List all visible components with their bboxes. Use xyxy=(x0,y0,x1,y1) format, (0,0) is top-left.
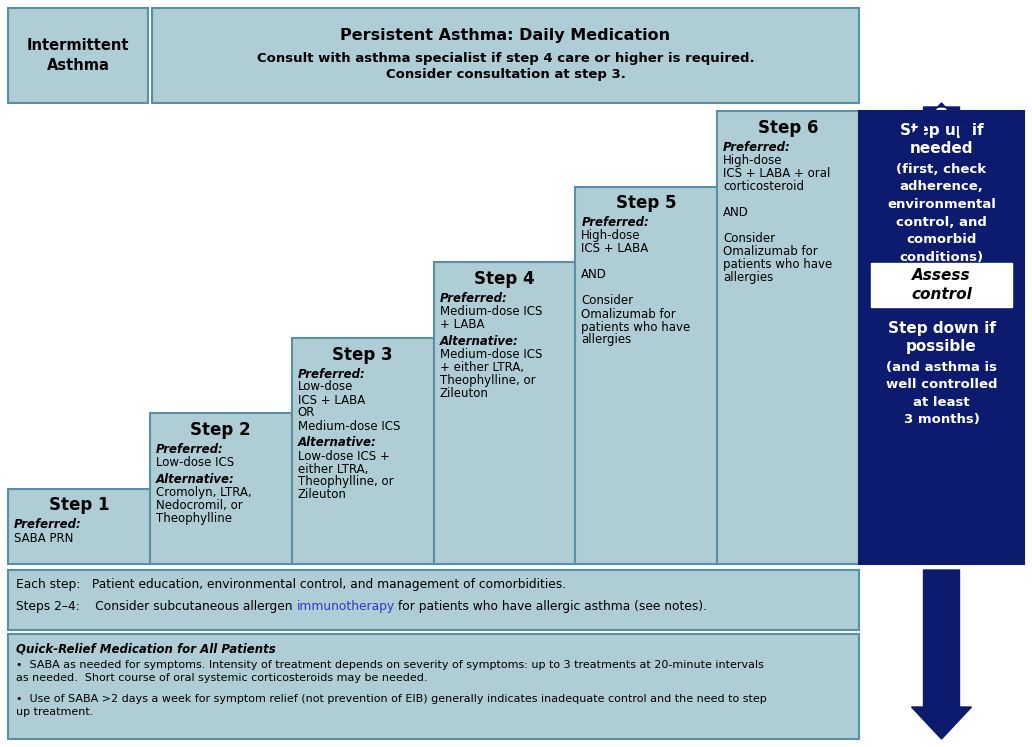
Text: + LABA: + LABA xyxy=(440,318,484,331)
Text: ICS + LABA + oral: ICS + LABA + oral xyxy=(723,167,831,180)
Text: Zileuton: Zileuton xyxy=(297,489,347,501)
Text: Step up if: Step up if xyxy=(900,123,983,138)
FancyBboxPatch shape xyxy=(8,8,148,103)
Text: Step 2: Step 2 xyxy=(191,421,251,439)
Text: patients who have: patients who have xyxy=(723,258,833,271)
Text: Step down if: Step down if xyxy=(888,321,996,336)
Text: Theophylline: Theophylline xyxy=(156,512,232,525)
Text: Quick-Relief Medication for All Patients: Quick-Relief Medication for All Patients xyxy=(17,642,276,655)
Polygon shape xyxy=(911,103,971,135)
FancyBboxPatch shape xyxy=(292,338,433,564)
Text: Nedocromil, or: Nedocromil, or xyxy=(156,499,243,512)
Text: High-dose: High-dose xyxy=(581,229,641,243)
Text: Theophylline, or: Theophylline, or xyxy=(440,374,536,387)
Text: Medium-dose ICS: Medium-dose ICS xyxy=(297,420,400,433)
Text: •  Use of SABA >2 days a week for symptom relief (not prevention of EIB) general: • Use of SABA >2 days a week for symptom… xyxy=(17,694,767,717)
Text: Step 1: Step 1 xyxy=(49,497,109,515)
Text: Omalizumab for: Omalizumab for xyxy=(581,308,676,320)
Text: ICS + LABA: ICS + LABA xyxy=(581,243,648,255)
Text: Alternative:: Alternative: xyxy=(156,473,234,486)
Text: Alternative:: Alternative: xyxy=(440,335,518,348)
Text: Low-dose ICS: Low-dose ICS xyxy=(156,456,234,469)
Text: AND: AND xyxy=(581,268,607,282)
Text: Preferred:: Preferred: xyxy=(581,217,649,229)
Text: Cromolyn, LTRA,: Cromolyn, LTRA, xyxy=(156,486,252,499)
Text: for patients who have allergic asthma (see notes).: for patients who have allergic asthma (s… xyxy=(394,600,708,613)
FancyBboxPatch shape xyxy=(575,187,717,564)
Text: either LTRA,: either LTRA, xyxy=(297,462,368,476)
Text: corticosteroid: corticosteroid xyxy=(723,180,804,193)
Text: AND: AND xyxy=(723,206,749,219)
Text: High-dose: High-dose xyxy=(723,154,782,167)
Text: Medium-dose ICS: Medium-dose ICS xyxy=(440,348,542,361)
Text: Low-dose: Low-dose xyxy=(297,380,353,394)
Text: Alternative:: Alternative: xyxy=(297,436,377,450)
Text: •  SABA as needed for symptoms. Intensity of treatment depends on severity of sy: • SABA as needed for symptoms. Intensity… xyxy=(17,660,764,684)
Text: Preferred:: Preferred: xyxy=(440,292,508,305)
Text: Step 3: Step 3 xyxy=(332,346,393,364)
Text: needed: needed xyxy=(910,141,973,156)
Text: Preferred:: Preferred: xyxy=(14,518,82,532)
Text: Preferred:: Preferred: xyxy=(156,443,224,456)
Text: Medium-dose ICS: Medium-dose ICS xyxy=(440,305,542,318)
FancyBboxPatch shape xyxy=(8,634,859,739)
FancyBboxPatch shape xyxy=(8,570,859,630)
Text: (first, check
adherence,
environmental
control, and
comorbid
conditions): (first, check adherence, environmental c… xyxy=(888,163,996,264)
Polygon shape xyxy=(911,570,971,739)
Text: Low-dose ICS +: Low-dose ICS + xyxy=(297,450,389,462)
Text: Assess
control: Assess control xyxy=(911,268,972,302)
Text: Consider consultation at step 3.: Consider consultation at step 3. xyxy=(386,68,625,81)
FancyBboxPatch shape xyxy=(717,111,859,564)
Text: Each step:   Patient education, environmental control, and management of comorbi: Each step: Patient education, environmen… xyxy=(17,578,567,591)
Text: Steps 2–4:    Consider subcutaneous allergen: Steps 2–4: Consider subcutaneous allerge… xyxy=(17,600,296,613)
Text: immunotherapy: immunotherapy xyxy=(296,600,394,613)
Text: Consult with asthma specialist if step 4 care or higher is required.: Consult with asthma specialist if step 4… xyxy=(257,52,754,65)
Text: allergies: allergies xyxy=(581,333,632,347)
Text: + either LTRA,: + either LTRA, xyxy=(440,361,523,374)
Text: (and asthma is
well controlled
at least
3 months): (and asthma is well controlled at least … xyxy=(885,361,997,427)
Text: Preferred:: Preferred: xyxy=(723,141,791,154)
Text: Intermittent
Asthma: Intermittent Asthma xyxy=(27,37,129,73)
Text: allergies: allergies xyxy=(723,271,773,284)
Text: Theophylline, or: Theophylline, or xyxy=(297,476,393,489)
Text: Consider: Consider xyxy=(581,294,634,308)
Text: Persistent Asthma: Daily Medication: Persistent Asthma: Daily Medication xyxy=(341,28,671,43)
Text: SABA PRN: SABA PRN xyxy=(14,532,73,545)
Text: ICS + LABA: ICS + LABA xyxy=(297,394,365,406)
Text: Step 5: Step 5 xyxy=(616,194,677,212)
Text: Preferred:: Preferred: xyxy=(297,368,365,380)
FancyBboxPatch shape xyxy=(8,489,150,564)
FancyBboxPatch shape xyxy=(871,263,1012,307)
Text: OR: OR xyxy=(297,406,315,420)
FancyBboxPatch shape xyxy=(859,111,1024,564)
Text: Zileuton: Zileuton xyxy=(440,387,488,400)
Text: possible: possible xyxy=(906,339,977,354)
FancyBboxPatch shape xyxy=(150,413,292,564)
FancyBboxPatch shape xyxy=(433,262,575,564)
FancyBboxPatch shape xyxy=(152,8,859,103)
Text: Consider: Consider xyxy=(723,232,775,245)
Text: Omalizumab for: Omalizumab for xyxy=(723,245,818,258)
Text: patients who have: patients who have xyxy=(581,320,690,333)
Text: Step 6: Step 6 xyxy=(757,119,818,137)
Text: Step 4: Step 4 xyxy=(474,270,535,288)
